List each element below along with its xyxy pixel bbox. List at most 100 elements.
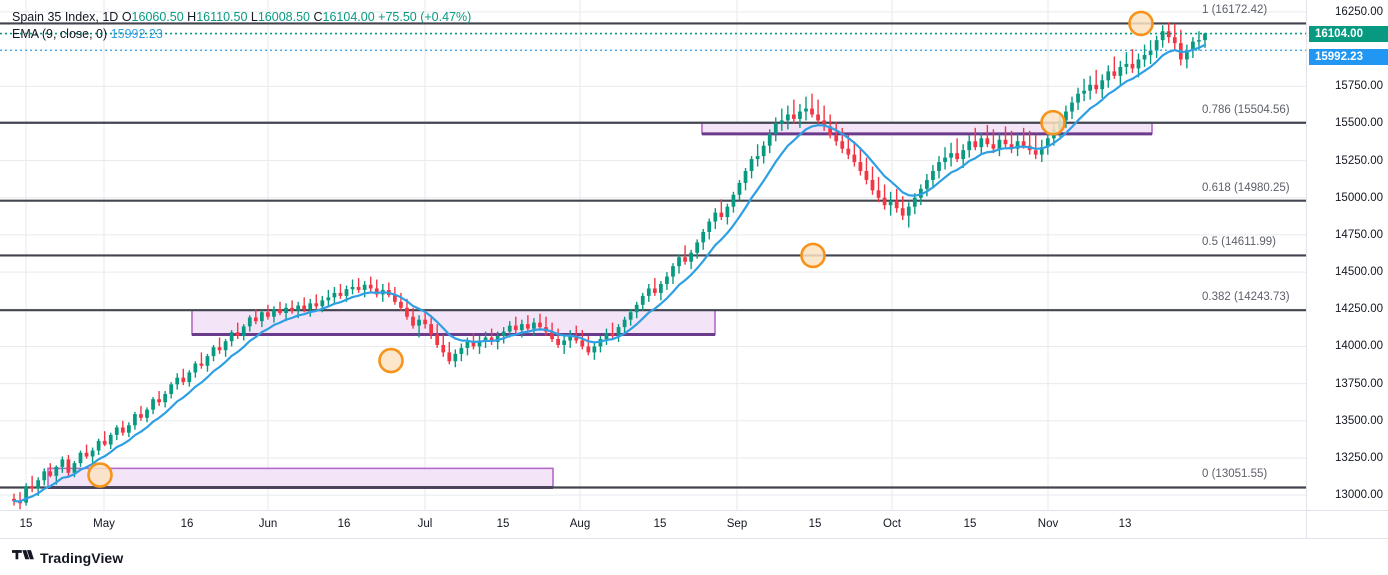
chart-plot-area[interactable]: 1 (16172.42) 0.786 (15504.56) 0.618 (14980… (0, 0, 1306, 510)
candle-body[interactable] (707, 221, 712, 232)
candle-body[interactable] (900, 208, 905, 216)
candle-body[interactable] (1136, 59, 1141, 69)
candle-body[interactable] (701, 231, 706, 243)
candle-body[interactable] (671, 266, 675, 277)
candle-body[interactable] (42, 471, 47, 481)
candle-body[interactable] (731, 194, 736, 207)
ema-price-badge[interactable]: 15992.23 (1309, 48, 1388, 65)
candle-body[interactable] (284, 307, 288, 313)
candle-body[interactable] (532, 322, 536, 329)
candle-body[interactable] (1039, 147, 1044, 155)
candle-body[interactable] (574, 336, 579, 341)
candle-body[interactable] (737, 182, 742, 195)
lower-demand-zone[interactable] (47, 467, 554, 489)
candle-body[interactable] (1015, 141, 1020, 149)
marker-4[interactable] (1040, 109, 1066, 136)
time-axis[interactable]: 15 May 16 Jun 16 Jul 15 Aug 15 Sep 15 Oct 15 Nov 13 (0, 510, 1306, 539)
candle-body[interactable] (906, 206, 911, 216)
candle-body[interactable] (187, 372, 192, 383)
candle-body[interactable] (1076, 93, 1080, 103)
ema-9-close-0-line[interactable] (12, 43, 1207, 503)
candle-body[interactable] (749, 159, 754, 171)
candle-body[interactable] (211, 347, 216, 357)
candle-body[interactable] (36, 480, 41, 489)
candle-body[interactable] (925, 179, 929, 189)
candle-body[interactable] (779, 120, 784, 124)
candle-body[interactable] (1100, 80, 1105, 90)
candle-body[interactable] (580, 340, 585, 347)
candle-body[interactable] (798, 111, 802, 119)
candle-body[interactable] (876, 190, 881, 198)
candle-body[interactable] (931, 170, 935, 180)
candle-body[interactable] (725, 206, 730, 218)
candle-body[interactable] (429, 324, 434, 335)
last-price-badge[interactable]: 16104.00 (1309, 25, 1388, 42)
candle-body[interactable] (767, 133, 772, 146)
marker-5[interactable] (1128, 10, 1154, 37)
candle-body[interactable] (1064, 111, 1068, 121)
candle-body[interactable] (435, 334, 440, 345)
indicator-title[interactable]: EMA (9, close, 0) (12, 27, 108, 41)
candle-body[interactable] (955, 153, 960, 160)
candle-body[interactable] (78, 452, 83, 464)
candle-body[interactable] (157, 399, 161, 403)
candle-body[interactable] (163, 394, 168, 403)
candle-body[interactable] (139, 414, 143, 418)
candle-body[interactable] (652, 288, 657, 293)
candle-body[interactable] (374, 288, 379, 295)
candle-body[interactable] (804, 108, 808, 112)
candle-body[interactable] (24, 486, 28, 503)
price-axis[interactable]: 16250.00 15750.00 15500.00 15250.00 15000.00… (1306, 0, 1388, 510)
candle-body[interactable] (810, 108, 814, 115)
candle-body[interactable] (30, 486, 35, 489)
candle-body[interactable] (90, 450, 95, 457)
candle-body[interactable] (550, 331, 554, 340)
candle-body[interactable] (773, 123, 778, 134)
candle-body[interactable] (193, 363, 198, 373)
candle-body[interactable] (229, 332, 234, 342)
candle-body[interactable] (592, 346, 597, 353)
candle-body[interactable] (858, 162, 863, 171)
candle-body[interactable] (785, 114, 790, 121)
candle-body[interactable] (1184, 50, 1189, 60)
candle-body[interactable] (1088, 84, 1093, 91)
chart-canvas[interactable] (0, 0, 1306, 510)
candle-body[interactable] (253, 317, 258, 322)
candle-body[interactable] (834, 135, 839, 142)
marker-3[interactable] (800, 242, 826, 269)
candle-body[interactable] (1070, 102, 1074, 112)
candle-body[interactable] (792, 114, 796, 119)
candle-body[interactable] (743, 170, 748, 183)
candle-body[interactable] (864, 170, 869, 180)
candle-body[interactable] (1160, 31, 1165, 41)
candle-body[interactable] (350, 286, 355, 290)
candle-body[interactable] (272, 309, 276, 317)
candle-body[interactable] (513, 325, 518, 331)
candle-body[interactable] (453, 353, 458, 362)
candle-body[interactable] (205, 356, 210, 366)
candle-body[interactable] (622, 319, 627, 328)
candle-body[interactable] (102, 440, 107, 445)
candle-body[interactable] (278, 309, 282, 313)
candle-body[interactable] (1033, 150, 1038, 155)
candle-body[interactable] (761, 145, 766, 157)
candle-body[interactable] (223, 341, 228, 351)
candle-body[interactable] (362, 284, 367, 290)
candle-body[interactable] (646, 288, 651, 296)
candle-body[interactable] (967, 141, 972, 151)
candle-body[interactable] (308, 303, 313, 310)
chart-legend[interactable]: Spain 35 Index, 1D O16060.50 H16110.50 L… (12, 10, 471, 41)
candle-body[interactable] (417, 319, 421, 326)
candle-body[interactable] (997, 139, 1002, 149)
candle-body[interactable] (66, 459, 71, 473)
candle-body[interactable] (610, 333, 615, 337)
candle-body[interactable] (1124, 63, 1129, 67)
legend-indicator-row[interactable]: EMA (9, close, 0) 15992.23 (12, 27, 471, 41)
candle-body[interactable] (683, 257, 687, 262)
candle-body[interactable] (943, 157, 947, 163)
candle-body[interactable] (755, 156, 760, 160)
candle-body[interactable] (852, 154, 857, 163)
candle-body[interactable] (689, 252, 693, 262)
candle-body[interactable] (562, 340, 567, 345)
candle-body[interactable] (1197, 40, 1201, 42)
